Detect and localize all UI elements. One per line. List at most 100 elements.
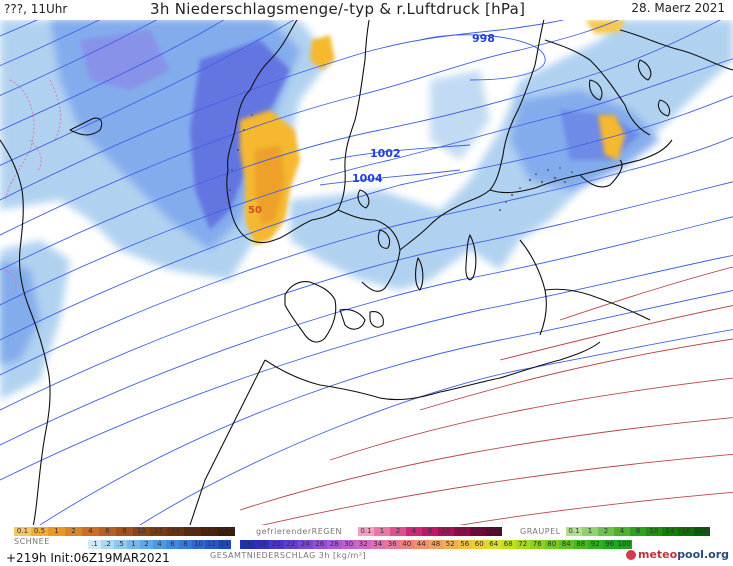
legend-label-graupel: GRAUPEL <box>520 527 561 536</box>
legend-snow-swatch: 1 <box>127 540 140 549</box>
logo-text-b: pool <box>677 548 704 561</box>
legend-total-swatch: 48 <box>428 540 443 549</box>
legend-graupel-swatch: 2025+ <box>694 527 710 536</box>
legend-total-swatch: 24 <box>298 540 313 549</box>
logo-text-c: .org <box>703 548 729 561</box>
legend-snow-swatch: .2 <box>101 540 114 549</box>
legend-rain-swatch: 8 <box>116 527 133 536</box>
legend-freezing-rain-swatch: 1 <box>374 527 390 536</box>
legend-total-swatch: 26 <box>312 540 327 549</box>
legend-snow-swatch: 14 <box>218 540 231 549</box>
legend-total-swatch: 56 <box>457 540 472 549</box>
legend-label-freezing-rain: gefrierenderREGEN <box>256 527 342 536</box>
legend-rain-swatch: 4 <box>82 527 99 536</box>
legend-bar-total: 16 18 20 22 24 26 28 30 32 34 36 40 44 48 52 56 60 64 68 72… <box>240 540 632 549</box>
precip-label-50: 50 <box>248 205 262 216</box>
legend-total-swatch: 64 <box>486 540 501 549</box>
legend-freezing-rain-swatch: 0.1 <box>358 527 374 536</box>
legend-snow-swatch: 12 <box>205 540 218 549</box>
legend-graupel-swatch: 4 <box>614 527 630 536</box>
legend-total-swatch: 32 <box>356 540 371 549</box>
legend-rain-swatch: 14 <box>167 527 184 536</box>
forecast-date: 28. Maerz 2021 <box>631 1 725 15</box>
legend-total-swatch: 20 <box>269 540 284 549</box>
legend-total-swatch: 68 <box>501 540 516 549</box>
legend-total-swatch: 40 <box>399 540 414 549</box>
legend-rain-swatch: 10 <box>133 527 150 536</box>
legend-total-swatch: 60 <box>472 540 487 549</box>
legend-rain-swatch: 16 <box>184 527 201 536</box>
legend-total-swatch: 22 <box>283 540 298 549</box>
legend-freezing-rain-swatch: 10 <box>438 527 454 536</box>
legend-rain-swatch: 6 <box>99 527 116 536</box>
legend-total-swatch: 52 <box>443 540 458 549</box>
legend-snow-swatch: 4 <box>153 540 166 549</box>
legend-rain-swatch: 12 <box>150 527 167 536</box>
legend-bar-snow: .1.2.5 1 2 4 6 8 10 12 14 <box>88 540 231 549</box>
legend-graupel-swatch: 1 <box>582 527 598 536</box>
legend-graupel-swatch: 8 <box>630 527 646 536</box>
legend-snow-swatch: 2 <box>140 540 153 549</box>
legend-freezing-rain-swatch: 4 <box>406 527 422 536</box>
isobars-low <box>319 34 546 186</box>
coastlines <box>0 20 733 525</box>
legend-total-swatch: 84 <box>559 540 574 549</box>
legend-total-swatch: 88 <box>573 540 588 549</box>
legend-total-swatch: 36 <box>385 540 400 549</box>
legend-rain-swatch: 0.1 <box>14 527 31 536</box>
legend-graupel-swatch: 16 <box>678 527 694 536</box>
legend-rain-swatch: 18 <box>201 527 218 536</box>
legend-total-swatch: 30 <box>341 540 356 549</box>
legend-rain-swatch: 0.5 <box>31 527 48 536</box>
isobar-label-1004: 1004 <box>352 172 383 185</box>
legend-total-swatch: 18 <box>254 540 269 549</box>
legend-snow-swatch: 6 <box>166 540 179 549</box>
legend-snow-swatch: .1 <box>88 540 101 549</box>
isobar-label-1002: 1002 <box>370 147 401 160</box>
header: ???, 11Uhr 3h Niederschlagsmenge/-typ & … <box>0 0 733 20</box>
legend-label-snow: SCHNEE <box>14 537 50 546</box>
legend-total-swatch: 92 <box>588 540 603 549</box>
legend-freezing-rain-swatch: 16 <box>470 527 486 536</box>
isobar-label-998: 998 <box>472 32 495 45</box>
legend-freezing-rain-swatch: 14 <box>454 527 470 536</box>
legend-graupel-swatch: 2 <box>598 527 614 536</box>
legend-total-swatch: 72 <box>515 540 530 549</box>
legend-total-swatch: 16 <box>240 540 255 549</box>
logo-dot-icon <box>625 550 636 560</box>
legend-rain-swatch: 1 <box>48 527 65 536</box>
legend-freezing-rain-swatch: 8 <box>422 527 438 536</box>
archipelago-dots <box>229 114 573 212</box>
legend-rain-swatch: 2 <box>65 527 82 536</box>
legend-snow-swatch: .5 <box>114 540 127 549</box>
map-title: 3h Niederschlagsmenge/-typ & r.Luftdruck… <box>150 0 526 18</box>
legend-graupel-swatch: 0.1 <box>566 527 582 536</box>
legend-total-swatch: 28 <box>327 540 342 549</box>
legend-total-swatch: 80 <box>544 540 559 549</box>
precip-field-orange <box>240 20 625 245</box>
meteopool-logo[interactable]: meteopool.org <box>625 548 729 561</box>
legend-graupel-swatch: 14 <box>662 527 678 536</box>
legend-total-swatch: 76 <box>530 540 545 549</box>
forecast-time: ???, 11Uhr <box>4 2 68 16</box>
legend-total-swatch: 34 <box>370 540 385 549</box>
legend-label-total: GESAMTNIEDERSCHLAG 3h [kg/m²] <box>210 551 367 560</box>
precipitation-map[interactable]: 998 1002 1004 50 <box>0 20 733 525</box>
legend-graupel-swatch: 10 <box>646 527 662 536</box>
logo-text-a: meteo <box>637 548 678 561</box>
isobars-red <box>239 266 733 525</box>
legend-total-swatch: 100 <box>617 540 632 549</box>
legend-snow-swatch: 8 <box>179 540 192 549</box>
legend-total-swatch: 44 <box>414 540 429 549</box>
legend-freezing-rain-swatch: 2025+ <box>486 527 502 536</box>
legend-rain-swatch: 2025+ <box>218 527 235 536</box>
legend-total-swatch: 96 <box>602 540 617 549</box>
run-info: +219h Init:06Z19MAR2021 <box>6 551 170 565</box>
snow-contours <box>4 79 61 296</box>
legend-snow-swatch: 10 <box>192 540 205 549</box>
